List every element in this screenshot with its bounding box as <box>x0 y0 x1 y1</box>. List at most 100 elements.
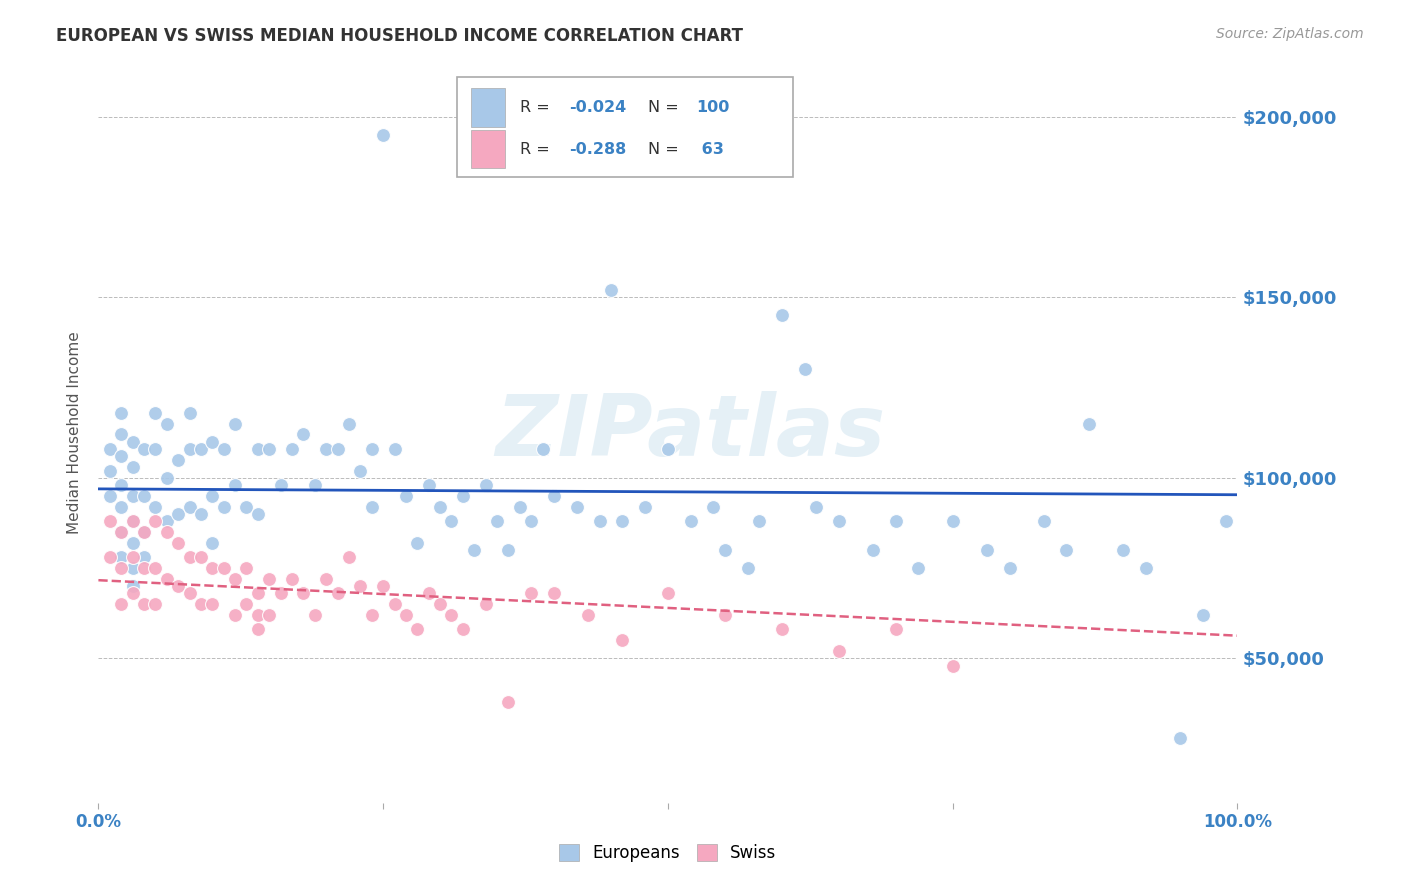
Point <box>634 500 657 514</box>
Point <box>167 535 190 549</box>
Point <box>679 514 702 528</box>
Point <box>121 535 143 549</box>
Point <box>588 514 610 528</box>
Point <box>190 597 212 611</box>
Point <box>1112 543 1135 558</box>
Point <box>98 464 121 478</box>
Point <box>156 524 179 539</box>
Point <box>246 507 269 521</box>
Point <box>270 586 292 600</box>
Point <box>98 550 121 565</box>
Point <box>1078 417 1101 431</box>
Point <box>121 489 143 503</box>
Point <box>110 550 132 565</box>
Text: R =: R = <box>520 142 555 157</box>
Point <box>976 543 998 558</box>
Point <box>110 597 132 611</box>
Point <box>145 500 167 514</box>
Point <box>349 579 371 593</box>
Point <box>395 489 418 503</box>
Point <box>259 572 281 586</box>
Point <box>714 543 737 558</box>
Point <box>702 500 724 514</box>
Point <box>235 561 257 575</box>
Point <box>190 550 212 565</box>
Point <box>862 543 884 558</box>
Point <box>132 489 155 503</box>
Point <box>132 524 155 539</box>
Point <box>1215 514 1237 528</box>
Point <box>224 607 246 622</box>
Point <box>486 514 509 528</box>
Point <box>418 478 440 492</box>
Point <box>224 417 246 431</box>
Point <box>167 579 190 593</box>
Point <box>337 550 360 565</box>
Point <box>121 514 143 528</box>
Point <box>612 633 634 648</box>
Point <box>474 597 496 611</box>
Point <box>132 597 155 611</box>
Point <box>384 442 406 456</box>
Point <box>179 406 201 420</box>
Point <box>531 442 554 456</box>
Point <box>201 535 224 549</box>
Point <box>371 128 394 142</box>
Text: 100: 100 <box>696 100 730 115</box>
Point <box>565 500 588 514</box>
Point <box>371 579 394 593</box>
Point <box>110 524 132 539</box>
Point <box>132 442 155 456</box>
Point <box>145 561 167 575</box>
FancyBboxPatch shape <box>471 130 505 169</box>
Point <box>770 623 793 637</box>
Text: N =: N = <box>648 100 685 115</box>
Point <box>657 442 679 456</box>
Point <box>179 550 201 565</box>
Point <box>145 406 167 420</box>
Point <box>121 579 143 593</box>
Point <box>942 514 965 528</box>
Point <box>121 514 143 528</box>
Point <box>998 561 1021 575</box>
Point <box>121 434 143 449</box>
Point <box>360 607 382 622</box>
Point <box>406 535 429 549</box>
Point <box>326 586 349 600</box>
Point <box>315 572 337 586</box>
Point <box>110 500 132 514</box>
Point <box>156 471 179 485</box>
Point <box>212 442 235 456</box>
Point <box>259 442 281 456</box>
Point <box>337 417 360 431</box>
Text: R =: R = <box>520 100 555 115</box>
Point <box>190 507 212 521</box>
Point <box>110 449 132 463</box>
Point <box>828 644 851 658</box>
Point <box>98 442 121 456</box>
Point <box>451 623 474 637</box>
Point <box>190 442 212 456</box>
Point <box>600 283 623 297</box>
Text: -0.288: -0.288 <box>569 142 626 157</box>
Point <box>212 500 235 514</box>
Point <box>349 464 371 478</box>
Point <box>179 586 201 600</box>
Point <box>304 478 326 492</box>
Point <box>474 478 496 492</box>
Point <box>110 561 132 575</box>
Point <box>315 442 337 456</box>
Point <box>612 514 634 528</box>
Point <box>201 489 224 503</box>
Point <box>110 478 132 492</box>
Point <box>179 500 201 514</box>
Point <box>281 572 304 586</box>
Point <box>110 406 132 420</box>
Point <box>121 459 143 474</box>
Point <box>1192 607 1215 622</box>
Point <box>463 543 485 558</box>
Point <box>132 550 155 565</box>
Point <box>498 543 520 558</box>
Point <box>121 586 143 600</box>
Point <box>201 434 224 449</box>
